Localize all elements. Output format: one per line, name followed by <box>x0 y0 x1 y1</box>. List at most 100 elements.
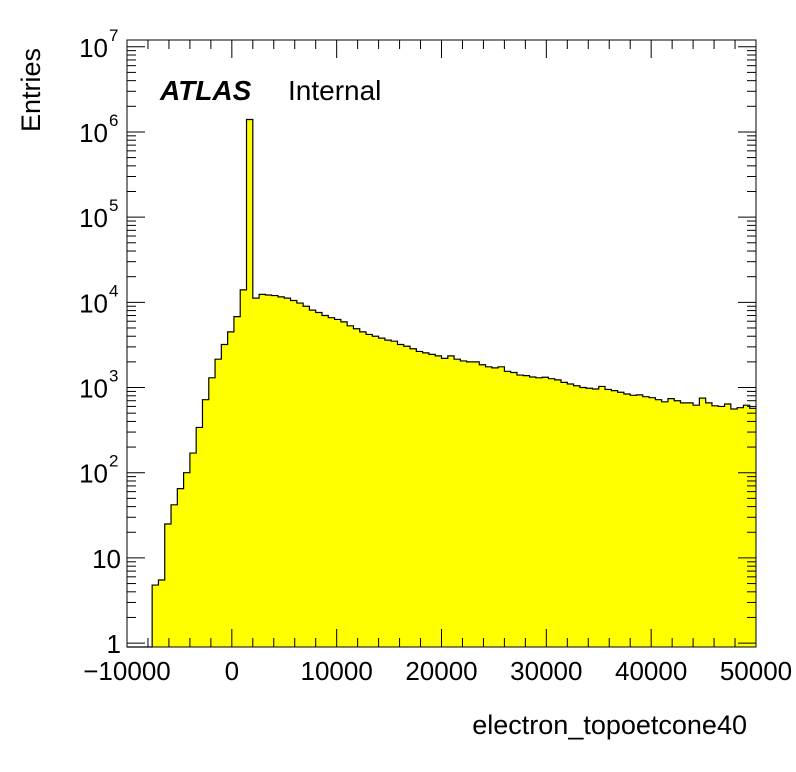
y-tick-label: 1 <box>107 629 121 659</box>
histogram-bar <box>221 344 228 647</box>
histogram-bar <box>592 389 600 647</box>
y-tick-base: 10 <box>79 118 108 148</box>
histogram-bar <box>661 401 669 647</box>
x-tick-label: 10000 <box>301 656 373 686</box>
histogram-bar <box>208 377 216 647</box>
histogram-bar <box>359 331 367 647</box>
histogram-bar <box>561 382 568 647</box>
x-tick-labels: −10000 0 10000 20000 30000 40000 50000 <box>83 656 792 686</box>
histogram-bar <box>202 399 210 647</box>
histogram-bar <box>699 398 707 647</box>
histogram-bar <box>605 389 612 647</box>
histogram-bar <box>479 364 486 647</box>
histogram-bar <box>240 289 247 647</box>
histogram-bar <box>416 351 423 647</box>
histogram-bar <box>718 406 725 647</box>
histogram-bar <box>472 361 480 647</box>
histogram-bar <box>586 388 593 647</box>
histogram-bar <box>177 488 184 647</box>
histogram-bar <box>366 334 373 647</box>
histogram-bar <box>158 580 166 647</box>
histogram-bar <box>535 377 543 647</box>
x-tick-label: 20000 <box>405 656 477 686</box>
histogram-bar <box>598 386 606 647</box>
histogram-bar <box>152 585 159 647</box>
histogram-bar <box>183 472 191 647</box>
y-tick-label: 10 4 <box>79 281 118 318</box>
histogram-bar <box>510 372 518 647</box>
histogram-bar <box>441 358 449 647</box>
histogram-bar <box>259 294 266 647</box>
histogram-bar <box>277 296 285 647</box>
histogram-bar <box>743 405 751 647</box>
histogram-bar <box>334 319 342 647</box>
histogram-bars <box>152 119 757 648</box>
histogram-bar <box>296 303 304 647</box>
y-tick-base: 1 <box>107 629 121 659</box>
y-tick-label: 10 3 <box>79 367 118 404</box>
histogram-bar <box>623 393 631 647</box>
histogram-bar <box>252 298 260 647</box>
histogram-bar <box>384 340 392 647</box>
histogram-bar <box>265 294 273 647</box>
histogram-bar <box>284 298 291 647</box>
histogram-bar <box>523 375 530 647</box>
y-tick-exponent: 6 <box>109 111 118 130</box>
histogram-bar <box>649 397 656 647</box>
x-tick-label: 0 <box>225 656 239 686</box>
histogram-bar <box>315 312 323 647</box>
y-tick-exponent: 7 <box>109 26 118 45</box>
histogram-bar <box>642 396 650 647</box>
histogram-bar <box>447 355 455 647</box>
histogram-bar <box>711 405 719 647</box>
histogram-bar <box>730 408 738 647</box>
y-tick-base: 10 <box>79 33 108 63</box>
x-tick-label: 40000 <box>615 656 687 686</box>
histogram-bar <box>498 366 505 647</box>
histogram-bar <box>636 394 644 647</box>
histogram-bar <box>164 524 172 647</box>
histogram-bar <box>466 361 474 647</box>
histogram-bar <box>674 400 681 647</box>
histogram-bar <box>435 355 442 647</box>
y-tick-base: 10 <box>79 459 108 489</box>
histogram-bar <box>303 306 310 647</box>
y-tick-exponent: 2 <box>109 452 118 471</box>
histogram-bar <box>189 453 197 647</box>
y-tick-label: 10 6 <box>79 111 118 148</box>
histogram-bar <box>233 316 241 647</box>
histogram-bar <box>567 383 574 647</box>
histogram-bar <box>573 385 581 647</box>
histogram-bar <box>378 338 386 647</box>
histogram-bar <box>724 404 732 647</box>
histogram-bar <box>309 310 317 647</box>
histogram-bar <box>196 427 203 647</box>
histogram-bar <box>347 325 354 647</box>
histogram-bar <box>611 390 618 647</box>
histogram-bar <box>215 359 222 647</box>
histogram-bar <box>353 328 361 647</box>
histogram-bar <box>630 395 637 647</box>
histogram-bar <box>655 399 662 647</box>
y-tick-label: 10 <box>92 544 121 574</box>
x-tick-label: 30000 <box>510 656 582 686</box>
histogram-bar <box>397 344 405 647</box>
histogram-bar <box>422 352 430 647</box>
histogram-bar <box>171 504 178 647</box>
histogram-bar <box>485 366 493 647</box>
y-tick-exponent: 5 <box>109 196 118 215</box>
x-tick-label: −10000 <box>83 656 170 686</box>
y-tick-exponent: 4 <box>109 281 118 300</box>
histogram-bar <box>554 379 562 647</box>
histogram-bar <box>372 336 379 647</box>
histogram-bar <box>548 378 556 647</box>
histogram-bar <box>667 398 675 647</box>
histogram-bar <box>516 375 524 647</box>
internal-label: Internal <box>288 75 381 106</box>
histogram-bar <box>227 331 235 647</box>
y-tick-label: 10 7 <box>79 26 118 63</box>
histogram-bar <box>737 407 744 647</box>
histogram-bar <box>290 300 298 647</box>
